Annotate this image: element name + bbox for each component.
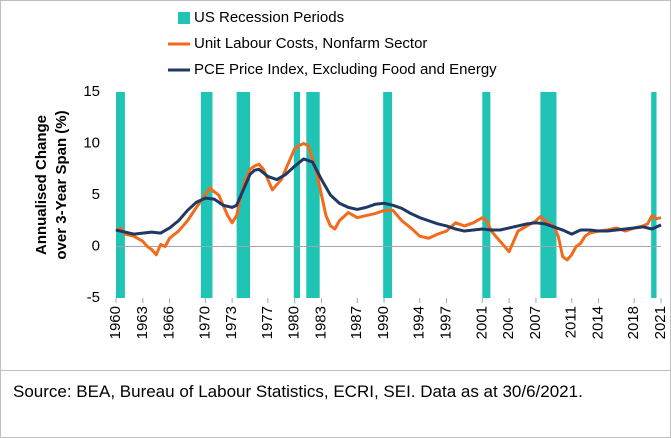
x-tick-label: 1977	[259, 306, 276, 339]
x-tick-label: 2004	[500, 306, 517, 339]
chart-frame	[0, 0, 671, 371]
y-tick-label: 15	[83, 83, 100, 100]
legend-label: PCE Price Index, Excluding Food and Ener…	[194, 61, 497, 78]
x-tick-label: 1997	[438, 306, 455, 339]
x-tick-label: 2011	[563, 306, 580, 338]
recession-band	[651, 92, 657, 298]
y-axis-label: Annualised Change	[33, 115, 50, 255]
recession-band	[383, 92, 393, 298]
x-tick-label: 1990	[375, 306, 392, 339]
x-tick-label: 1960	[107, 306, 124, 339]
y-tick-label: 0	[92, 237, 100, 254]
y-tick-label: 10	[83, 134, 100, 151]
x-tick-label: 1963	[134, 306, 151, 339]
y-tick-label: 5	[92, 186, 100, 203]
x-tick-label: 1987	[348, 306, 365, 339]
x-tick-label: 1980	[286, 306, 303, 339]
x-tick-label: 2018	[625, 306, 642, 339]
series-line	[115, 142, 662, 262]
source-text: Source: BEA, Bureau of Labour Statistics…	[13, 382, 583, 401]
recession-band	[116, 92, 125, 298]
x-tick-label: 2021	[652, 306, 669, 339]
recession-band	[482, 92, 491, 298]
x-tick-label: 2007	[527, 306, 544, 339]
recession-band	[236, 92, 251, 298]
x-tick-label: 2001	[473, 306, 490, 339]
legend-swatch	[178, 12, 190, 24]
x-tick-label: 1994	[411, 306, 428, 339]
x-tick-label: 2014	[589, 306, 606, 339]
x-tick-label: 1966	[161, 306, 178, 339]
y-axis-label: over 3-Year Span (%)	[53, 110, 70, 259]
x-tick-label: 1970	[196, 306, 213, 339]
legend-label: Unit Labour Costs, Nonfarm Sector	[194, 35, 427, 52]
x-tick-label: 1983	[312, 306, 329, 339]
recession-band	[293, 92, 301, 298]
series-line	[115, 157, 662, 236]
x-tick-label: 1973	[223, 306, 240, 339]
source-box: Source: BEA, Bureau of Labour Statistics…	[0, 370, 671, 438]
chart: 15 10 5 0 -5 1960 1963 1966 1970 1973 1977 1980 1983…	[0, 0, 671, 371]
y-tick-label: -5	[87, 289, 100, 306]
legend-label: US Recession Periods	[194, 9, 344, 26]
recession-band	[540, 92, 557, 298]
recession-band	[306, 92, 320, 298]
